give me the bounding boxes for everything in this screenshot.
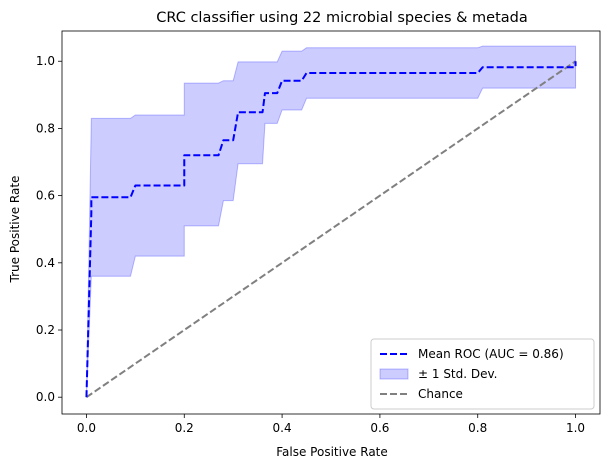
y-axis-ticks: 0.0 0.2 0.4 0.6 0.8 1.0 (36, 54, 62, 404)
x-tick-label: 0.8 (468, 421, 487, 435)
legend-item-mean-roc-label: Mean ROC (AUC = 0.86) (418, 347, 564, 361)
y-tick-label: 1.0 (36, 54, 55, 68)
y-tick-label: 0.0 (36, 390, 55, 404)
x-axis-label: False Positive Rate (276, 445, 388, 459)
axes-frame (61, 30, 601, 415)
y-axis-label: True Positive Rate (8, 176, 22, 284)
x-tick-label: 0.0 (77, 421, 96, 435)
x-tick-label: 0.4 (273, 421, 292, 435)
chance-line (85, 60, 577, 399)
legend-box (370, 338, 595, 410)
x-tick-label: 1.0 (566, 421, 585, 435)
legend: Mean ROC (AUC = 0.86) ± 1 Std. Dev. Chance (370, 338, 595, 410)
plot-area (61, 30, 601, 415)
x-axis-ticks: 0.0 0.2 0.4 0.6 0.8 1.0 (77, 414, 585, 435)
y-tick-label: 0.2 (36, 323, 55, 337)
legend-item-std-dev-swatch (379, 368, 409, 380)
legend-item-chance-label: Chance (418, 387, 463, 401)
y-tick-label: 0.6 (36, 189, 55, 203)
chart-title: CRC classifier using 22 microbial specie… (156, 10, 527, 26)
x-tick-label: 0.2 (175, 421, 194, 435)
x-tick-label: 0.6 (370, 421, 389, 435)
y-tick-label: 0.8 (36, 121, 55, 135)
legend-item-std-dev-label: ± 1 Std. Dev. (418, 367, 498, 381)
y-tick-label: 0.4 (36, 256, 55, 270)
mean-roc-line (85, 61, 577, 398)
std-dev-band (85, 45, 577, 398)
